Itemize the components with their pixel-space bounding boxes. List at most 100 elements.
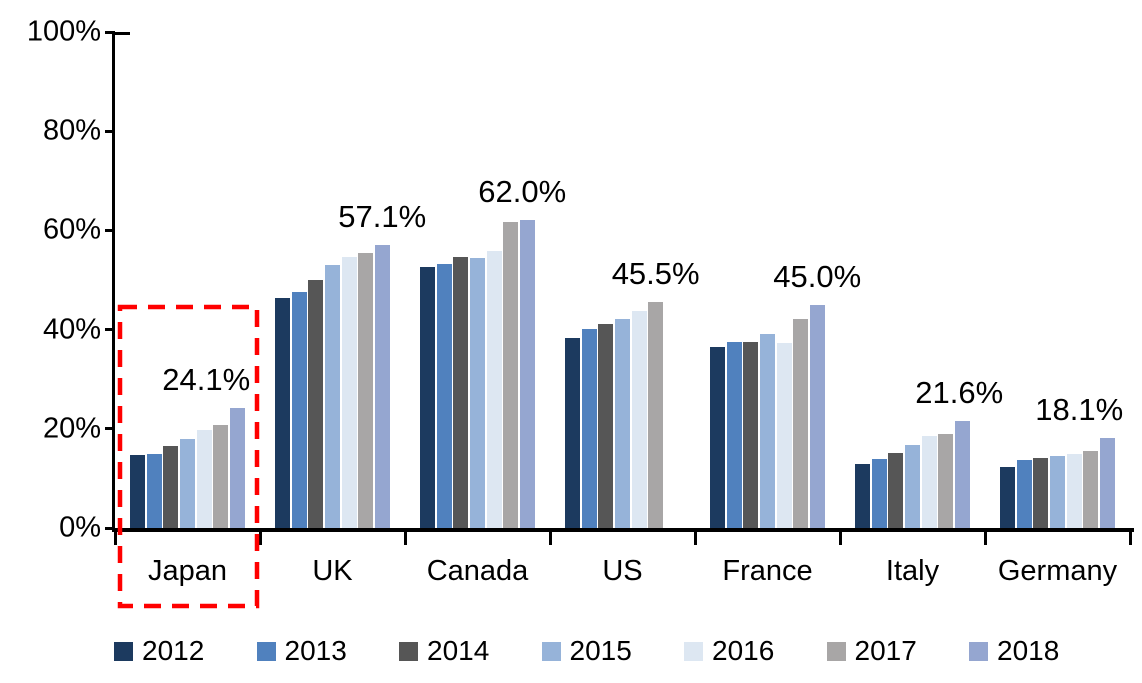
x-axis-boundary-tick-2 [403, 528, 407, 545]
bar-japan-2015 [180, 439, 195, 528]
bar-uk-2013 [291, 291, 307, 528]
bar-japan-2012 [130, 454, 146, 528]
data-label-uk: 57.1% [338, 198, 427, 234]
data-label-italy: 21.6% [915, 374, 1004, 410]
y-axis-tick-label-20: 20% [42, 412, 101, 445]
data-label-germany: 18.1% [1035, 392, 1124, 428]
x-label-uk: UK [312, 555, 353, 587]
y-axis-tick-80 [105, 129, 115, 133]
x-label-germany: Germany [997, 555, 1118, 587]
bar-japan-2018 [229, 408, 245, 528]
bar-canada-2016 [486, 250, 502, 528]
bar-germany-2013 [1016, 460, 1032, 528]
bar-france-2016 [776, 342, 792, 528]
legend-swatch-2015 [541, 641, 561, 661]
x-axis-boundary-tick-0 [113, 528, 117, 545]
y-axis-tick-0 [105, 526, 115, 530]
legend-item-2017: 2017 [826, 635, 917, 666]
data-label-france: 45.0% [773, 258, 862, 294]
x-axis-boundary-tick-3 [548, 528, 552, 545]
legend-label-2018: 2018 [997, 635, 1060, 666]
y-axis-tick-100 [105, 30, 115, 34]
legend-label-2017: 2017 [854, 635, 917, 666]
data-label-canada: 62.0% [478, 174, 567, 210]
x-label-japan: Japan [147, 555, 227, 587]
bar-us-2012 [565, 338, 581, 528]
bar-italy-2013 [871, 459, 887, 528]
x-axis-boundary-tick-5 [838, 528, 842, 545]
x-axis-boundary-tick-1 [258, 528, 262, 545]
bar-canada-2017 [503, 222, 519, 528]
y-axis-tick-label-60: 60% [42, 213, 101, 246]
bar-france-2015 [760, 333, 775, 528]
legend-item-2014: 2014 [399, 635, 490, 666]
bar-canada-2013 [436, 264, 452, 528]
legend-label-2013: 2013 [284, 635, 347, 666]
y-axis-line [112, 32, 115, 532]
legend-swatch-2013 [256, 641, 276, 661]
bar-france-2017 [793, 318, 809, 528]
bar-italy-2014 [888, 453, 904, 528]
bar-uk-2014 [308, 280, 324, 528]
bar-us-2013 [581, 329, 597, 528]
legend-item-2018: 2018 [969, 635, 1060, 666]
x-label-us: US [602, 555, 643, 587]
x-label-italy: Italy [885, 555, 940, 587]
bar-france-2013 [726, 341, 742, 528]
y-axis-tick-20 [105, 427, 115, 431]
bar-us-2016 [631, 311, 647, 528]
bar-italy-2016 [921, 435, 937, 528]
bar-germany-2015 [1050, 456, 1065, 528]
legend-label-2015: 2015 [569, 635, 632, 666]
x-axis-boundary-tick-6 [983, 528, 987, 545]
y-axis-tick-40 [105, 328, 115, 332]
bar-uk-2018 [374, 244, 390, 528]
bar-canada-2014 [453, 256, 469, 528]
bar-japan-2014 [163, 446, 179, 528]
bar-uk-2017 [358, 252, 374, 528]
legend-swatch-2012 [114, 641, 133, 661]
bar-us-2017 [648, 302, 664, 528]
legend-swatch-2016 [684, 641, 703, 661]
bar-germany-2018 [1099, 438, 1115, 528]
legend-swatch-2014 [399, 641, 418, 661]
y-axis-top-cap-tick [115, 32, 130, 35]
legend-item-2015: 2015 [541, 635, 632, 666]
legend-label-2012: 2012 [142, 635, 205, 666]
legend-swatch-2018 [969, 641, 988, 661]
y-axis-tick-60 [105, 228, 115, 232]
data-label-us: 45.5% [611, 256, 700, 292]
bar-uk-2012 [275, 298, 291, 528]
bar-italy-2017 [938, 434, 954, 528]
x-label-canada: Canada [426, 555, 529, 587]
bar-italy-2012 [855, 463, 871, 528]
bar-germany-2016 [1066, 453, 1082, 528]
bar-germany-2017 [1083, 450, 1099, 528]
data-label-japan: 24.1% [162, 362, 251, 398]
bar-france-2012 [710, 347, 726, 528]
legend-label-2014: 2014 [427, 635, 490, 666]
bar-japan-2016 [196, 430, 212, 528]
bar-germany-2012 [1000, 466, 1016, 528]
y-axis-tick-label-100: 100% [26, 15, 101, 48]
legend-item-2013: 2013 [256, 635, 347, 666]
bar-uk-2016 [341, 256, 357, 528]
legend-swatch-2017 [826, 641, 846, 661]
x-axis-boundary-tick-4 [693, 528, 697, 545]
bar-italy-2018 [954, 420, 970, 528]
legend-item-2012: 2012 [114, 635, 205, 666]
bar-canada-2018 [519, 220, 535, 528]
legend-item-2016: 2016 [684, 635, 775, 666]
x-axis-boundary-tick-7 [1128, 528, 1132, 545]
bar-france-2018 [809, 304, 825, 528]
bar-france-2014 [743, 341, 759, 528]
x-axis-line [112, 528, 1134, 532]
y-axis-tick-label-40: 40% [42, 313, 101, 346]
y-axis-tick-label-0: 0% [59, 511, 101, 544]
bar-canada-2015 [470, 258, 485, 528]
bar-italy-2015 [905, 445, 920, 528]
bar-uk-2015 [325, 265, 340, 528]
legend-label-2016: 2016 [712, 635, 775, 666]
bar-us-2015 [615, 318, 630, 528]
